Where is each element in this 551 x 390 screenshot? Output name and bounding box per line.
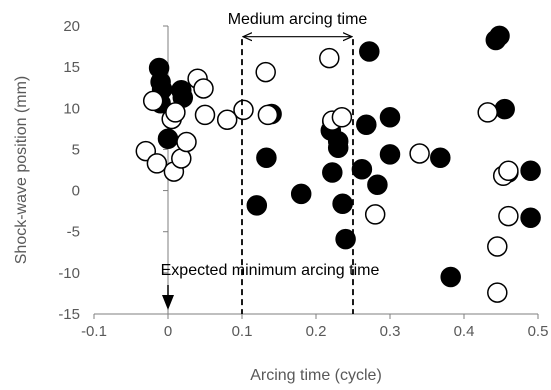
y-axis-title: Shock-wave position (mm): [13, 76, 30, 265]
x-tick-label: 0.5: [528, 323, 549, 340]
data-point-filled: [356, 114, 377, 135]
y-tick-label: 10: [63, 100, 80, 117]
data-point-filled: [379, 144, 401, 165]
data-point-filled: [520, 160, 541, 182]
data-point-open: [477, 102, 498, 123]
data-point-open: [319, 47, 340, 69]
data-point-filled: [379, 107, 401, 128]
axis-titles: Arcing time (cycle) Shock-wave position …: [13, 76, 382, 384]
data-markers: [135, 25, 541, 303]
data-point-open: [194, 104, 216, 126]
data-point-open: [498, 160, 519, 182]
data-point-filled: [290, 183, 312, 205]
x-tick-label: -0.1: [81, 323, 107, 340]
y-tick-label: -10: [58, 265, 80, 282]
x-tick-label: 0.1: [232, 323, 253, 340]
data-point-open: [498, 205, 519, 227]
expected-minimum-arcing-time-label: Expected minimum arcing time: [161, 262, 380, 279]
data-point-filled: [335, 228, 356, 250]
data-point-open: [255, 61, 276, 83]
y-tick-label: -5: [67, 224, 80, 241]
x-axis: -0.1 0 0.1 0.2 0.3 0.4 0.5: [81, 313, 549, 340]
data-point-filled: [359, 41, 380, 62]
annotations: Medium arcing time Expected minimum arci…: [161, 11, 380, 314]
data-point-filled: [322, 162, 343, 183]
data-point-filled: [430, 147, 451, 168]
data-point-open: [487, 236, 508, 257]
data-point-filled: [440, 266, 461, 288]
data-point-filled: [256, 147, 277, 168]
x-tick-label: 0.2: [306, 323, 327, 340]
data-point-open: [487, 282, 508, 303]
data-point-filled: [520, 207, 541, 228]
data-point-filled: [494, 98, 515, 120]
y-tick-label: 0: [72, 183, 80, 200]
x-tick-label: 0.3: [380, 323, 401, 340]
y-tick-label: 5: [72, 141, 80, 158]
data-point-open: [165, 102, 186, 123]
data-point-open: [146, 153, 168, 174]
data-point-open: [233, 99, 254, 121]
data-point-open: [257, 104, 279, 126]
x-tick-label: 0.4: [454, 323, 475, 340]
data-point-filled: [367, 174, 388, 196]
data-point-filled: [157, 128, 179, 149]
y-tick-label: -15: [58, 306, 80, 323]
data-point-filled: [332, 193, 353, 214]
data-point-open: [216, 109, 238, 131]
x-axis-title: Arcing time (cycle): [250, 367, 382, 384]
data-point-open: [193, 78, 214, 99]
data-point-open: [142, 90, 164, 112]
y-tick-label: 15: [63, 59, 80, 76]
x-tick-label: 0: [164, 323, 172, 340]
data-point-open: [176, 131, 197, 153]
expected-minimum-arrow-icon: [162, 295, 174, 310]
data-point-open: [331, 107, 353, 128]
data-point-filled: [351, 158, 373, 180]
data-point-open: [364, 204, 386, 225]
y-tick-label: 20: [63, 18, 80, 35]
data-point-open: [409, 143, 430, 164]
medium-arcing-time-label: Medium arcing time: [228, 11, 368, 28]
data-point-filled: [246, 195, 268, 216]
data-point-filled: [489, 25, 510, 47]
data-point-filled: [327, 137, 349, 159]
